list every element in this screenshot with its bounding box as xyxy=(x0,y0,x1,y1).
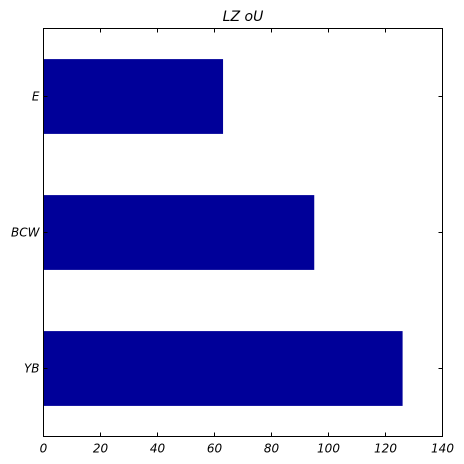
bar-e xyxy=(43,59,224,134)
y-tick-label: E xyxy=(32,90,40,104)
x-tick-label: 120 xyxy=(374,442,397,456)
x-tick-label: 40 xyxy=(150,442,166,456)
chart-title: LZ oU xyxy=(223,9,264,25)
y-tick-label: BCW xyxy=(11,226,41,240)
y-tick-label: YB xyxy=(24,362,40,376)
y-axis: YB BCW E xyxy=(11,90,443,376)
x-tick-label: 80 xyxy=(264,442,280,456)
x-tick-label: 20 xyxy=(93,442,109,456)
x-tick-label: 100 xyxy=(317,442,340,456)
x-tick-label: 140 xyxy=(431,442,454,456)
bar-yb xyxy=(43,331,403,406)
x-axis: 0 20 40 60 80 100 120 140 xyxy=(40,28,454,456)
x-tick-label: 0 xyxy=(40,442,48,456)
x-tick-label: 60 xyxy=(207,442,223,456)
bars-layer xyxy=(43,59,403,406)
bar-bcw xyxy=(43,195,315,270)
